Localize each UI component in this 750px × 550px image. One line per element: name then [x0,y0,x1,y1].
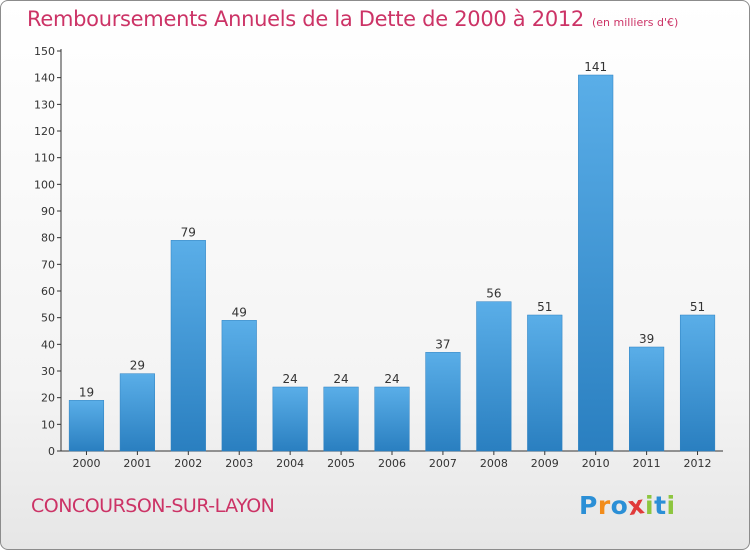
proxiti-logo: Proxiti [579,489,676,522]
logo-letter: i [645,491,655,520]
x-tick-label: 2012 [684,457,712,470]
commune-name: CONCOURSON-SUR-LAYON [31,495,275,517]
y-tick-label: 70 [41,258,55,271]
data-label-2005: 24 [333,372,348,386]
bar-2007 [425,352,461,452]
bar-2008 [476,301,512,452]
data-label-2000: 19 [79,385,94,399]
y-tick-label: 100 [34,178,55,191]
bar-2005 [323,386,359,452]
y-tick-label: 150 [34,45,55,58]
logo-letter: r [597,491,611,520]
data-label-2008: 56 [486,287,501,301]
logo-letter: P [579,491,598,520]
bar-2001 [119,373,155,452]
x-tick-label: 2002 [174,457,202,470]
logo-letter: t [654,491,667,520]
y-tick-label: 30 [41,365,55,378]
title-row: Remboursements Annuels de la Dette de 20… [27,7,678,31]
bars: 19 29 79 49 24 24 24 37 56 51 141 39 51 [68,60,716,452]
bar-2012 [679,314,716,452]
x-tick-label: 2001 [123,457,151,470]
logo-letter: x [626,489,647,522]
y-tick-label: 40 [41,338,55,351]
y-tick-label: 0 [48,445,55,458]
y-tick-label: 10 [41,418,55,431]
x-tick-label: 2000 [72,457,100,470]
x-tick-label: 2005 [327,457,355,470]
y-tick-label: 90 [41,205,55,218]
data-label-2004: 24 [283,372,298,386]
x-tick-label: 2003 [225,457,253,470]
logo-letter: o [610,491,629,520]
bar-2011 [629,346,665,452]
y-tick-label: 140 [34,72,55,85]
y-tick-label: 110 [34,152,55,165]
logo-letter: i [666,491,676,520]
y-axis: 0 10 20 30 40 50 60 70 80 90 100 110 120 130 140 150 [34,45,62,458]
data-label-2010: 141 [584,60,607,74]
x-tick-label: 2010 [582,457,610,470]
data-label-2006: 24 [384,372,399,386]
y-tick-label: 50 [41,312,55,325]
y-tick-label: 80 [41,232,55,245]
x-tick-label: 2009 [531,457,559,470]
bar-2003 [221,320,257,452]
x-tick-label: 2008 [480,457,508,470]
data-label-2003: 49 [232,305,247,319]
bar-chart: 0 10 20 30 40 50 60 70 80 90 100 110 120 130 140 150 20… [34,45,723,470]
x-tick-label: 2004 [276,457,304,470]
bar-2004 [272,386,308,452]
y-tick-label: 120 [34,125,55,138]
x-tick-label: 2011 [633,457,661,470]
data-label-2002: 79 [181,225,196,239]
data-label-2011: 39 [639,332,654,346]
bar-2009 [527,314,563,452]
y-tick-label: 60 [41,285,55,298]
bar-2002 [170,240,206,452]
bar-2000 [68,400,105,452]
x-axis: 2000 2001 2002 2003 2004 2005 2006 2007 2008 2009… [61,450,723,470]
data-label-2007: 37 [435,337,450,351]
y-tick-label: 130 [34,98,55,111]
chart-subtitle: (en milliers d'€) [592,16,679,29]
bar-2010 [578,74,614,452]
chart-title: Remboursements Annuels de la Dette de 20… [27,7,584,31]
x-tick-label: 2006 [378,457,406,470]
data-label-2012: 51 [690,300,705,314]
bar-2006 [374,386,410,452]
x-tick-label: 2007 [429,457,457,470]
data-label-2009: 51 [537,300,552,314]
y-tick-label: 20 [41,392,55,405]
data-label-2001: 29 [130,359,145,373]
